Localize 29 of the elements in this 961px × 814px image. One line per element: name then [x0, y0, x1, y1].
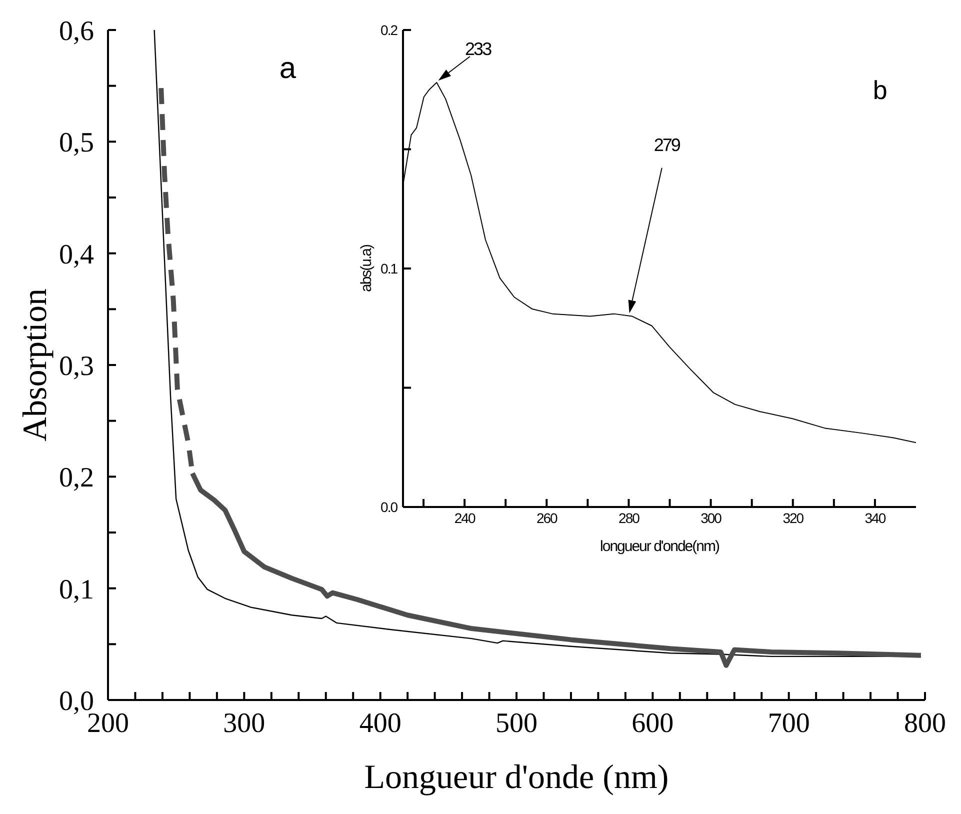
x-tick-label: 300	[223, 708, 266, 739]
x-axis-title: longueur d'onde(nm)	[600, 538, 720, 555]
y-tick-label: 0,2	[59, 462, 94, 494]
x-tick-label: 300	[700, 510, 722, 526]
x-axis-title: Longueur d'onde (nm)	[364, 759, 669, 796]
annotation: b	[872, 74, 888, 105]
annotation: a	[279, 52, 296, 86]
x-tick-label: 800	[904, 708, 946, 739]
x-tick-label: 340	[864, 510, 886, 526]
annotation: 233	[465, 39, 492, 60]
y-tick-label: 0.1	[380, 260, 398, 276]
y-axis-title: abs(u.a)	[358, 244, 375, 292]
x-tick-label: 240	[454, 510, 476, 526]
y-axis-title: Absorption	[16, 288, 54, 442]
y-tick-label: 0,5	[59, 128, 94, 159]
y-tick-label: 0.2	[380, 22, 398, 38]
x-tick-label: 500	[496, 708, 538, 739]
annotation: 279	[654, 135, 681, 156]
x-tick-label: 260	[536, 510, 558, 526]
x-tick-label: 400	[359, 708, 402, 739]
y-tick-label: 0,1	[59, 574, 94, 606]
y-tick-label: 0.0	[380, 498, 398, 515]
y-tick-label: 0,3	[59, 350, 94, 382]
x-tick-label: 600	[632, 708, 674, 739]
x-tick-label: 320	[782, 510, 804, 526]
x-tick-label: 700	[768, 708, 810, 739]
x-tick-label: 280	[618, 510, 640, 526]
y-tick-label: 0,4	[59, 239, 94, 270]
y-tick-label: 0,6	[59, 16, 94, 47]
